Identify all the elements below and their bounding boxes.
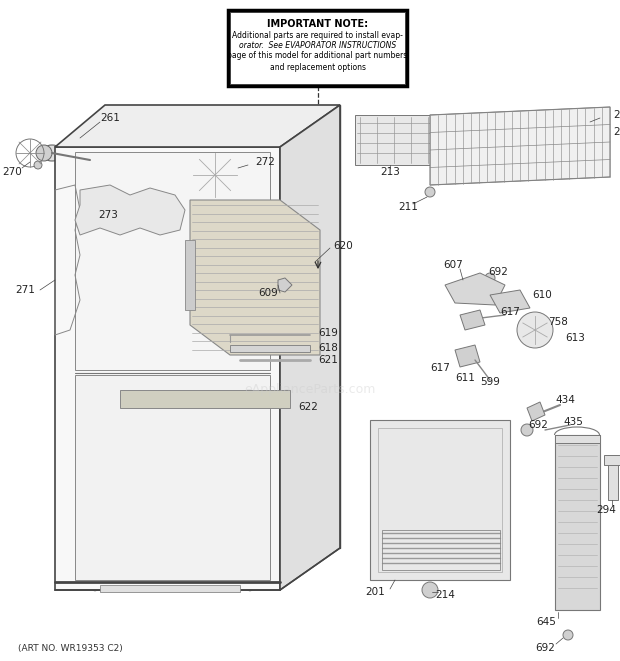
Polygon shape [490, 290, 530, 313]
Circle shape [209, 169, 221, 181]
Circle shape [187, 147, 243, 203]
Circle shape [563, 630, 573, 640]
Text: IMPORTANT NOTE:: IMPORTANT NOTE: [267, 19, 368, 29]
Text: 214: 214 [435, 590, 455, 600]
Ellipse shape [41, 145, 63, 161]
Text: eApplianceParts.com: eApplianceParts.com [244, 383, 376, 397]
Circle shape [247, 585, 253, 591]
Text: 645: 645 [536, 617, 556, 627]
Polygon shape [120, 390, 290, 408]
Polygon shape [75, 185, 185, 235]
Text: page of this model for additional part numbers: page of this model for additional part n… [228, 52, 407, 61]
Polygon shape [278, 278, 292, 292]
Text: 609: 609 [258, 288, 278, 298]
Text: 271: 271 [15, 285, 35, 295]
Text: 434: 434 [555, 395, 575, 405]
Text: 201: 201 [365, 587, 385, 597]
Polygon shape [527, 402, 545, 421]
Text: 599: 599 [480, 377, 500, 387]
Circle shape [415, 460, 455, 500]
Text: 618: 618 [318, 343, 338, 353]
Text: 622: 622 [298, 402, 318, 412]
Text: 611: 611 [455, 373, 475, 383]
Text: 607: 607 [443, 260, 463, 270]
Polygon shape [455, 345, 480, 367]
Circle shape [36, 145, 52, 161]
Text: 692: 692 [535, 643, 555, 653]
Text: 620: 620 [333, 241, 353, 251]
Circle shape [403, 448, 467, 512]
Text: 617: 617 [430, 363, 450, 373]
Polygon shape [75, 375, 270, 580]
Bar [230, 12, 405, 84]
Polygon shape [55, 105, 340, 147]
Polygon shape [555, 435, 600, 610]
Text: 270: 270 [2, 167, 22, 177]
Text: 758: 758 [548, 317, 568, 327]
Polygon shape [608, 455, 618, 500]
Text: 225: 225 [613, 127, 620, 137]
Polygon shape [555, 435, 600, 443]
Circle shape [422, 582, 438, 598]
Bar [228, 10, 407, 86]
Circle shape [425, 187, 435, 197]
Text: 610: 610 [532, 290, 552, 300]
Circle shape [34, 161, 42, 169]
Polygon shape [75, 152, 270, 370]
Polygon shape [355, 115, 450, 165]
Text: 272: 272 [255, 157, 275, 167]
Text: orator.  See EVAPORATOR INSTRUCTIONS: orator. See EVAPORATOR INSTRUCTIONS [239, 40, 396, 50]
Polygon shape [604, 455, 620, 465]
Polygon shape [370, 420, 510, 580]
Text: and replacement options: and replacement options [270, 63, 366, 71]
Text: 619: 619 [318, 328, 338, 338]
Polygon shape [100, 585, 240, 592]
Text: 621: 621 [318, 355, 338, 365]
Text: 261: 261 [100, 113, 120, 123]
Text: 692: 692 [488, 267, 508, 277]
Text: 617: 617 [500, 307, 520, 317]
Text: 435: 435 [563, 417, 583, 427]
Text: Additional parts are required to install evap-: Additional parts are required to install… [232, 30, 403, 40]
Polygon shape [55, 147, 280, 590]
Circle shape [517, 312, 553, 348]
Circle shape [92, 585, 98, 591]
Polygon shape [430, 107, 610, 185]
Text: 294: 294 [596, 505, 616, 515]
Text: 692: 692 [528, 420, 548, 430]
Polygon shape [280, 105, 340, 590]
Polygon shape [230, 345, 310, 352]
Text: 213: 213 [380, 167, 400, 177]
Text: (ART NO. WR19353 C2): (ART NO. WR19353 C2) [18, 644, 123, 652]
Polygon shape [445, 273, 505, 305]
Text: 211: 211 [398, 202, 418, 212]
Text: 613: 613 [565, 333, 585, 343]
Polygon shape [185, 240, 195, 310]
Circle shape [485, 273, 495, 283]
Circle shape [521, 424, 533, 436]
Polygon shape [190, 200, 320, 355]
Text: 273: 273 [98, 210, 118, 220]
Polygon shape [460, 310, 485, 330]
Text: 211: 211 [613, 110, 620, 120]
